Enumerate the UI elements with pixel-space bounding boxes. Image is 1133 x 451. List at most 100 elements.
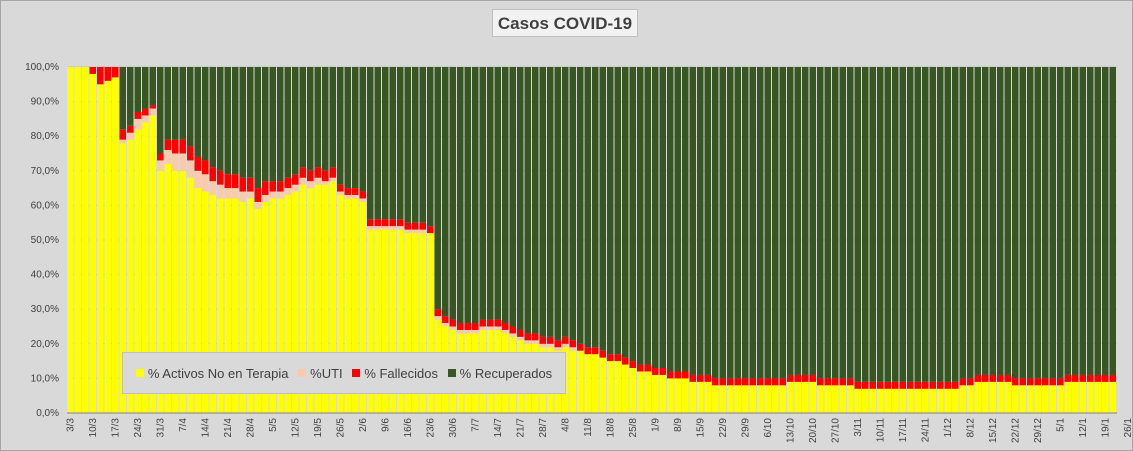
x-tick-label: 24/11 [920, 418, 931, 443]
bar-segment-series-3 [944, 67, 951, 382]
bar-segment-series-1 [562, 343, 569, 348]
bar-segment-series-0 [359, 201, 366, 413]
bar-segment-series-1 [539, 343, 546, 348]
bar-segment-series-3 [149, 67, 156, 106]
chart-title: Casos COVID-19 [492, 9, 638, 37]
bar-segment-series-3 [584, 67, 591, 348]
x-tick-label: 9/6 [380, 418, 391, 432]
bar-segment-series-3 [884, 67, 891, 382]
bar-segment-series-0 [82, 67, 89, 413]
x-tick-label: 15/12 [988, 418, 999, 443]
bar-segment-series-0 [247, 198, 254, 413]
bar-segment-series-2 [352, 188, 359, 196]
legend-swatch-fallecidos [352, 369, 361, 377]
bar-segment-series-0 [1004, 381, 1011, 413]
bar-segment-series-0 [824, 385, 831, 413]
bar-segment-series-0 [89, 73, 96, 414]
bar-segment-series-3 [1094, 67, 1101, 375]
bar-segment-series-2 [757, 378, 764, 386]
bar-segment-series-3 [607, 67, 614, 355]
x-tick-label: 12/1 [1078, 418, 1089, 438]
bar-segment-series-0 [1079, 381, 1086, 413]
bar-segment-series-2 [599, 350, 606, 358]
bar-segment-series-2 [997, 374, 1004, 382]
bar-segment-series-0 [772, 385, 779, 413]
bar-segment-series-2 [314, 167, 321, 178]
bar-segment-series-3 [517, 67, 524, 330]
bar-segment-series-2 [712, 378, 719, 386]
x-tick-label: 12/5 [290, 418, 301, 438]
bar-segment-series-0 [224, 198, 231, 413]
bar-segment-series-3 [359, 67, 366, 192]
bar-segment-series-0 [1094, 381, 1101, 413]
bar-segment-series-0 [697, 381, 704, 413]
y-tick-label: 80,0% [31, 131, 59, 142]
bar-segment-series-3 [562, 67, 569, 337]
bar-segment-series-2 [254, 188, 261, 202]
bar-segment-series-2 [787, 374, 794, 382]
bar-segment-series-1 [127, 132, 134, 140]
bar-segment-series-3 [187, 67, 194, 147]
bar-segment-series-3 [802, 67, 809, 375]
bar-segment-series-0 [104, 80, 111, 413]
bar-segment-series-0 [974, 381, 981, 413]
x-tick-label: 31/3 [155, 418, 166, 438]
bar-segment-series-2 [839, 378, 846, 386]
bar-segment-series-1 [232, 188, 239, 199]
x-tick-label: 24/3 [133, 418, 144, 438]
bar-segment-series-3 [419, 67, 426, 223]
bar-segment-series-1 [134, 118, 141, 130]
bar-segment-series-2 [284, 177, 291, 189]
bar-segment-series-3 [382, 67, 389, 220]
x-tick-label: 7/7 [470, 418, 481, 432]
legend-label-uti: %UTI [310, 365, 343, 381]
bar-segment-series-0 [157, 170, 164, 413]
bar-segment-series-2 [854, 381, 861, 389]
bar-segment-series-0 [1042, 385, 1049, 413]
bar-segment-series-1 [224, 188, 231, 199]
bar-segment-series-0 [277, 198, 284, 413]
bar-segment-series-1 [352, 195, 359, 199]
x-tick-label: 29/12 [1033, 418, 1044, 443]
bar-segment-series-0 [352, 198, 359, 413]
bar-segment-series-2 [734, 378, 741, 386]
bar-segment-series-0 [577, 350, 584, 413]
bar-segment-series-1 [344, 195, 351, 199]
bar-segment-series-3 [1079, 67, 1086, 375]
bar-segment-series-3 [509, 67, 516, 327]
bar-segment-series-2 [367, 219, 374, 227]
bar-segment-series-3 [817, 67, 824, 379]
bar-segment-series-0 [404, 233, 411, 413]
bar-segment-series-3 [877, 67, 884, 382]
bar-segment-series-3 [202, 67, 209, 161]
bar-segment-series-2 [172, 139, 179, 154]
bar-segment-series-1 [374, 226, 381, 230]
bar-segment-series-0 [1019, 385, 1026, 413]
bar-segment-series-2 [449, 319, 456, 327]
bar-segment-series-1 [517, 336, 524, 341]
bar-segment-series-3 [164, 67, 171, 140]
x-tick-label: 21/7 [515, 418, 526, 438]
bar-segment-series-2 [464, 323, 471, 330]
bar-segment-series-2 [562, 336, 569, 344]
bar-segment-series-3 [397, 67, 404, 220]
bar-segment-series-2 [547, 336, 554, 344]
bar-segment-series-0 [367, 229, 374, 413]
bar-segment-series-2 [704, 374, 711, 382]
bar-segment-series-2 [764, 378, 771, 386]
x-tick-label: 20/10 [808, 418, 819, 443]
bar-segment-series-3 [224, 67, 231, 175]
bar-segment-series-2 [389, 219, 396, 227]
bar-segment-series-0 [862, 388, 869, 413]
bar-segment-series-3 [457, 67, 464, 324]
bar-segment-series-3 [907, 67, 914, 382]
bar-segment-series-1 [194, 170, 201, 189]
bar-segment-series-2 [119, 129, 126, 140]
bar-segment-series-2 [592, 347, 599, 355]
bar-segment-series-2 [97, 67, 104, 85]
bar-segment-series-1 [434, 316, 441, 320]
bar-segment-series-3 [674, 67, 681, 372]
bar-segment-series-3 [892, 67, 899, 382]
x-tick-label: 1/12 [943, 418, 954, 438]
bar-segment-series-0 [899, 388, 906, 413]
